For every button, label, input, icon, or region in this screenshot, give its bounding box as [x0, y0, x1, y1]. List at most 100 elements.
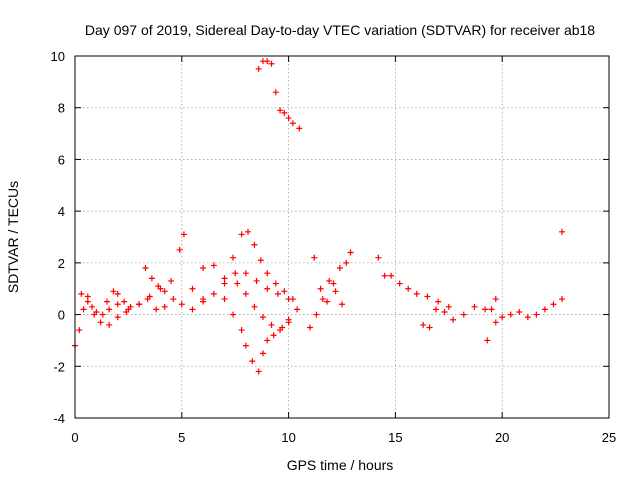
data-point [255, 368, 262, 375]
data-point [274, 290, 281, 297]
data-point [106, 306, 113, 313]
data-point [99, 311, 106, 318]
data-point [381, 272, 388, 279]
series-track [311, 249, 354, 305]
data-point [178, 301, 185, 308]
data-point [324, 298, 331, 305]
series-track [306, 277, 345, 331]
data-point [251, 241, 258, 248]
x-tick-label: 20 [495, 430, 509, 445]
data-point [306, 324, 313, 331]
y-tick-labels: -4 -2 0 2 4 6 8 10 [51, 49, 65, 426]
data-point [432, 306, 439, 313]
series-track [484, 296, 566, 344]
data-point [281, 109, 288, 116]
data-point [264, 58, 271, 65]
data-point [294, 306, 301, 313]
data-point [264, 270, 271, 277]
data-point [144, 296, 151, 303]
axis-ticks [74, 55, 610, 419]
data-point [189, 306, 196, 313]
data-point [170, 296, 177, 303]
data-point [97, 319, 104, 326]
data-point [435, 298, 442, 305]
data-point [121, 298, 128, 305]
series-track [375, 254, 452, 310]
data-point [161, 303, 168, 310]
data-point [339, 301, 345, 308]
data-point [499, 314, 506, 321]
data-point [238, 231, 245, 238]
data-point [249, 358, 256, 365]
data-point [450, 316, 457, 323]
data-point [91, 311, 98, 318]
data-point [242, 342, 249, 349]
x-axis-label: GPS time / hours [287, 457, 394, 473]
data-point [420, 321, 427, 328]
data-point [482, 306, 489, 313]
series-track [72, 293, 130, 349]
data-point [332, 288, 339, 295]
data-point [200, 296, 207, 303]
data-point [136, 301, 143, 308]
data-point [80, 306, 87, 313]
series-track [78, 288, 134, 326]
data-point [285, 296, 292, 303]
data-point [104, 298, 111, 305]
data-point [259, 314, 266, 321]
data-point [210, 290, 217, 297]
data-point [142, 265, 149, 272]
plot-frame [74, 55, 610, 419]
y-tick-label: 2 [58, 256, 65, 271]
y-tick-label: 10 [51, 49, 65, 64]
y-tick-label: -4 [53, 411, 65, 426]
series-track [136, 296, 207, 313]
chart-title: Day 097 of 2019, Sidereal Day-to-day VTE… [85, 22, 595, 38]
data-point [319, 296, 326, 303]
data-point [516, 308, 523, 315]
data-point [242, 270, 249, 277]
data-point [492, 296, 499, 303]
data-point [330, 280, 337, 287]
data-point [541, 306, 548, 313]
data-point [268, 321, 275, 328]
data-point [259, 350, 266, 357]
data-point [180, 231, 187, 238]
data-point [277, 327, 284, 334]
data-point [78, 290, 85, 297]
data-point [441, 308, 448, 315]
data-point [221, 280, 228, 287]
data-point [189, 285, 196, 292]
data-point [268, 60, 275, 67]
data-point [255, 65, 262, 72]
series-track [189, 228, 296, 303]
data-point [114, 301, 121, 308]
data-point [533, 311, 540, 318]
series-track [106, 285, 164, 328]
data-point [347, 249, 354, 256]
data-point [110, 288, 117, 295]
data-point [336, 265, 343, 272]
data-point [272, 280, 279, 287]
series-track [221, 296, 292, 375]
data-point [234, 280, 241, 287]
data-point [242, 290, 249, 297]
y-tick-label: 0 [58, 308, 65, 323]
data-point [114, 290, 121, 297]
data-point [396, 280, 403, 287]
y-tick-label: 6 [58, 152, 65, 167]
data-point [488, 306, 495, 313]
y-tick-label: 8 [58, 101, 65, 116]
data-point [253, 277, 260, 284]
x-tick-label: 5 [178, 430, 185, 445]
data-point [238, 327, 245, 334]
data-point [257, 257, 264, 264]
series-track [255, 58, 303, 132]
x-tick-labels: 0 5 10 15 20 25 [71, 430, 616, 445]
x-tick-label: 15 [388, 430, 402, 445]
grid-lines [75, 56, 609, 418]
data-point [460, 311, 467, 318]
data-point [507, 311, 514, 318]
data-point [230, 311, 237, 318]
